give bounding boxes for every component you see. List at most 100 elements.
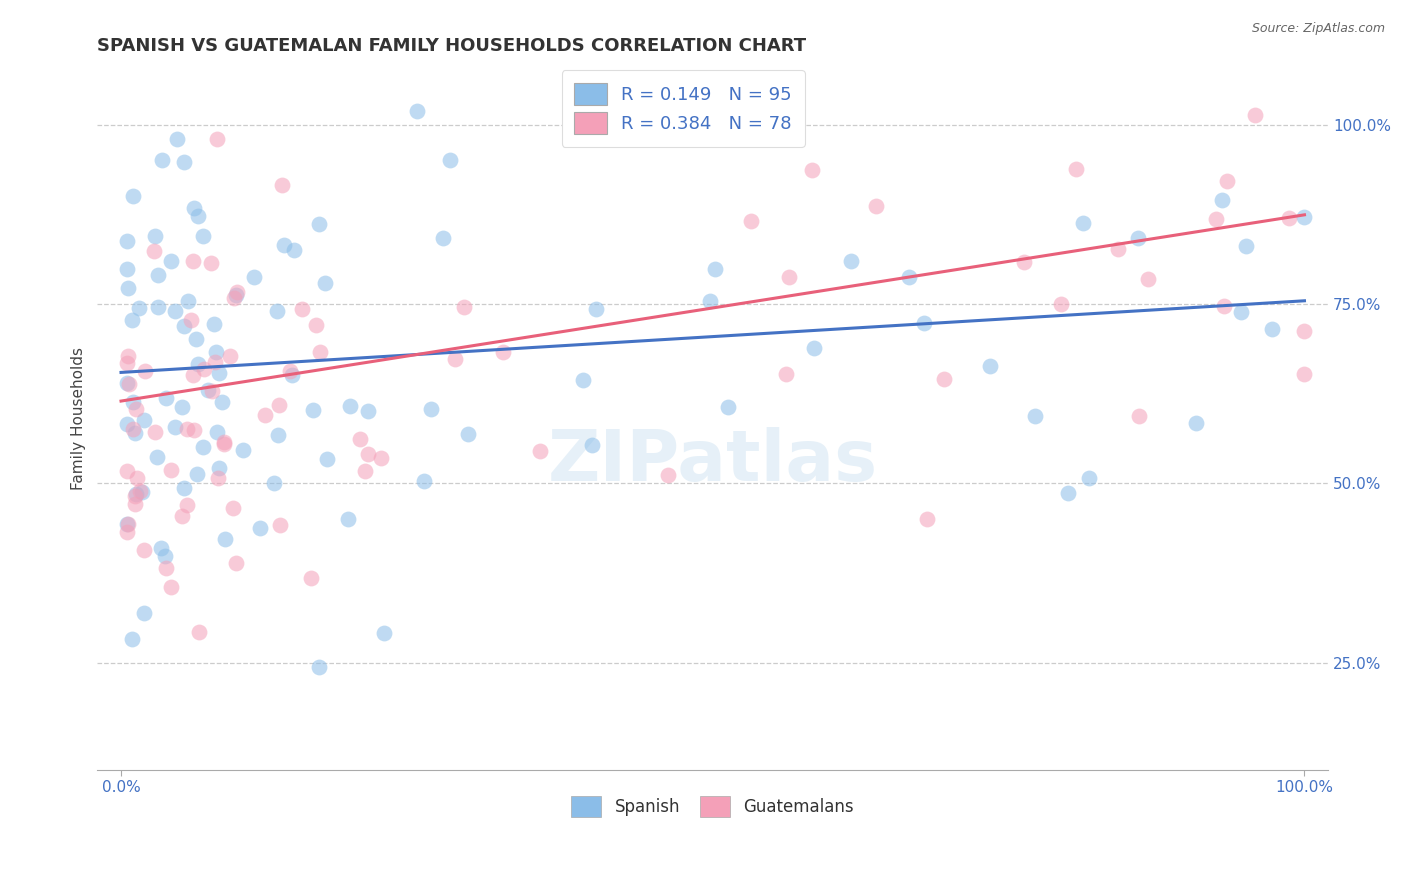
Point xyxy=(124,487,146,501)
Point xyxy=(207,425,229,439)
Point xyxy=(432,230,454,244)
Point xyxy=(134,364,156,378)
Point xyxy=(267,428,290,442)
Point xyxy=(115,524,138,539)
Point xyxy=(201,384,224,398)
Point xyxy=(222,291,245,305)
Point xyxy=(283,243,305,257)
Point xyxy=(412,474,434,488)
Point xyxy=(143,229,166,244)
Point xyxy=(243,270,266,285)
Point xyxy=(273,238,295,252)
Point xyxy=(529,444,551,458)
Point xyxy=(717,401,740,415)
Point xyxy=(148,301,170,315)
Point xyxy=(703,262,725,277)
Point xyxy=(225,556,247,570)
Point xyxy=(1294,367,1316,381)
Point xyxy=(915,511,938,525)
Point xyxy=(581,437,603,451)
Point xyxy=(302,403,325,417)
Point xyxy=(204,355,226,369)
Point xyxy=(1050,297,1073,311)
Point xyxy=(1136,271,1159,285)
Point xyxy=(1211,193,1233,207)
Point xyxy=(124,489,146,503)
Point xyxy=(1278,211,1301,226)
Point xyxy=(129,483,152,498)
Point xyxy=(132,413,155,427)
Point xyxy=(269,517,291,532)
Point xyxy=(226,285,249,299)
Point xyxy=(979,359,1001,373)
Point xyxy=(453,301,475,315)
Point xyxy=(187,209,209,223)
Point xyxy=(657,467,679,482)
Point xyxy=(267,398,290,412)
Legend: Spanish, Guatemalans: Spanish, Guatemalans xyxy=(562,788,862,825)
Point xyxy=(121,632,143,647)
Point xyxy=(1012,255,1035,269)
Point xyxy=(115,262,138,277)
Point xyxy=(115,516,138,531)
Point xyxy=(122,394,145,409)
Point xyxy=(349,432,371,446)
Point xyxy=(191,440,214,454)
Point xyxy=(337,512,360,526)
Point xyxy=(232,443,254,458)
Point xyxy=(1261,321,1284,335)
Point xyxy=(1185,416,1208,430)
Point xyxy=(166,132,188,146)
Point xyxy=(912,316,935,330)
Point xyxy=(1213,298,1236,312)
Point xyxy=(801,163,824,178)
Point xyxy=(155,561,177,575)
Point xyxy=(457,427,479,442)
Point xyxy=(207,132,229,146)
Point xyxy=(142,244,165,258)
Point xyxy=(134,606,156,620)
Point xyxy=(191,229,214,244)
Point xyxy=(305,318,328,333)
Point xyxy=(353,464,375,478)
Point xyxy=(740,214,762,228)
Point xyxy=(124,497,146,511)
Point xyxy=(370,451,392,466)
Point xyxy=(181,368,204,383)
Point xyxy=(1294,324,1316,338)
Point xyxy=(183,424,205,438)
Text: SPANISH VS GUATEMALAN FAMILY HOUSEHOLDS CORRELATION CHART: SPANISH VS GUATEMALAN FAMILY HOUSEHOLDS … xyxy=(97,37,807,55)
Point xyxy=(439,153,461,167)
Point xyxy=(200,256,222,270)
Point xyxy=(314,277,336,291)
Point xyxy=(155,391,177,405)
Point xyxy=(299,571,322,585)
Point xyxy=(1073,216,1095,230)
Point xyxy=(208,461,231,475)
Point xyxy=(1057,485,1080,500)
Point xyxy=(176,499,198,513)
Point xyxy=(150,541,173,556)
Point xyxy=(159,463,181,477)
Point xyxy=(121,189,143,203)
Point xyxy=(222,500,245,515)
Point xyxy=(177,293,200,308)
Point xyxy=(173,319,195,334)
Point xyxy=(444,352,467,367)
Point xyxy=(253,409,276,423)
Point xyxy=(266,304,288,318)
Point xyxy=(170,400,193,414)
Point xyxy=(1216,174,1239,188)
Point xyxy=(163,419,186,434)
Point xyxy=(492,344,515,359)
Point xyxy=(1077,470,1099,484)
Point xyxy=(278,364,301,378)
Point xyxy=(308,217,330,231)
Point xyxy=(1234,239,1257,253)
Point xyxy=(173,481,195,495)
Point xyxy=(186,467,208,482)
Y-axis label: Family Households: Family Households xyxy=(72,348,86,491)
Point xyxy=(357,447,380,461)
Point xyxy=(143,425,166,439)
Point xyxy=(1229,304,1251,318)
